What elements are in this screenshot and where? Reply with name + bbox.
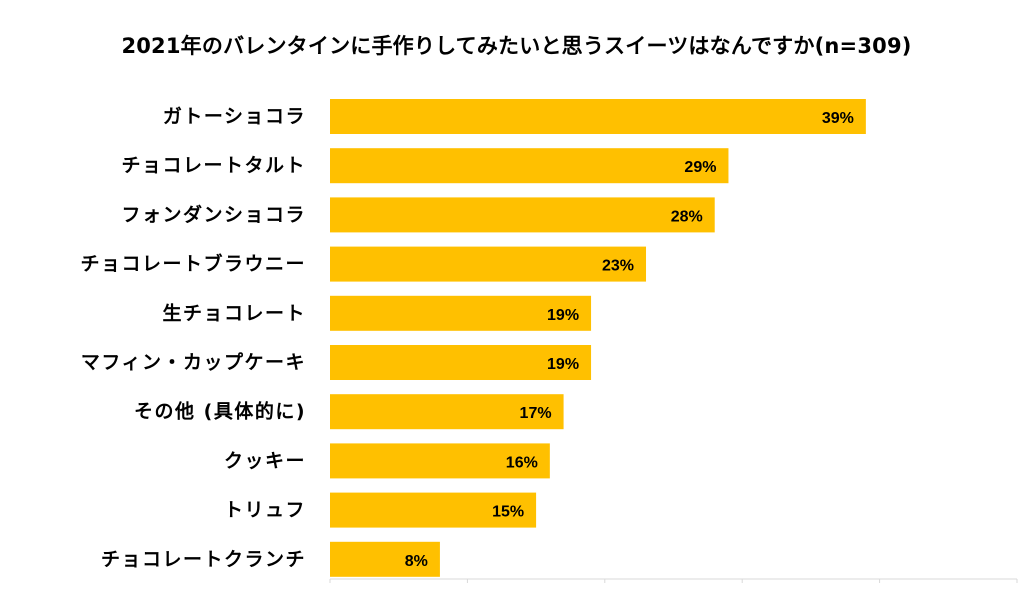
data-label: 8% bbox=[405, 553, 428, 570]
category-label: トリュフ bbox=[224, 499, 306, 521]
data-label: 16% bbox=[506, 454, 538, 471]
data-label: 17% bbox=[520, 405, 552, 422]
category-label: ガトーショコラ bbox=[163, 106, 306, 128]
data-label: 23% bbox=[602, 258, 634, 275]
bar bbox=[330, 443, 550, 479]
data-label: 29% bbox=[684, 159, 716, 176]
category-label: フォンダンショコラ bbox=[121, 203, 306, 226]
bar bbox=[330, 492, 537, 528]
category-label: クッキー bbox=[224, 450, 306, 472]
bar bbox=[330, 345, 592, 380]
data-label: 28% bbox=[671, 208, 703, 225]
bar bbox=[330, 541, 440, 577]
bar bbox=[330, 394, 564, 430]
data-label: 39% bbox=[822, 110, 854, 127]
category-label: チョコレートブラウニー bbox=[80, 252, 306, 275]
data-label: 19% bbox=[547, 356, 579, 373]
data-label: 19% bbox=[547, 307, 579, 324]
bar bbox=[330, 295, 592, 331]
category-label: チョコレートクランチ bbox=[101, 548, 306, 570]
category-label: マフィン・カップケーキ bbox=[81, 351, 306, 374]
bar bbox=[330, 197, 715, 233]
category-label: その他 (具体的に) bbox=[134, 400, 306, 423]
bar bbox=[330, 148, 729, 184]
bar bbox=[330, 246, 647, 282]
category-label: 生チョコレート bbox=[162, 301, 306, 324]
category-label: チョコレートタルト bbox=[121, 155, 306, 177]
data-label: 15% bbox=[492, 504, 524, 521]
chart-title: 2021年のバレンタインに手作りしてみたいと思うスイーツはなんですか(n=309… bbox=[121, 34, 912, 58]
bar bbox=[330, 99, 866, 134]
